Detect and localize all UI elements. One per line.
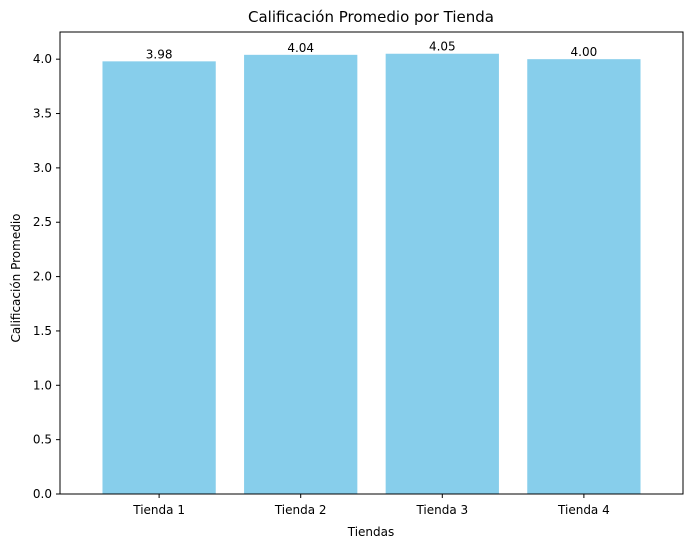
y-tick-label: 1.0 [33,378,52,392]
y-tick-label: 1.5 [33,324,52,338]
y-axis-label: Calificación Promedio [9,213,23,342]
data-label-2: 4.04 [287,41,314,55]
y-tick-label: 4.0 [33,52,52,66]
x-tick-label: Tienda 4 [557,503,610,517]
y-tick-label: 0.0 [33,487,52,501]
data-label-4: 4.00 [571,45,598,59]
data-label-3: 4.05 [429,40,456,54]
bar-3 [385,53,499,495]
y-tick-label: 0.5 [33,433,52,447]
x-tick-label: Tienda 1 [132,503,185,517]
bar-1 [102,61,216,494]
plot-area: 3.98 4.04 4.05 4.00 0.0 0.5 1.0 1.5 2.0 2.5 3.0 3.5… [33,31,684,517]
x-tick-label: Tienda 2 [274,503,327,517]
chart-title: Calificación Promedio por Tienda [248,8,494,26]
x-tick-label: Tienda 3 [415,503,468,517]
bar-4 [527,59,641,495]
y-tick-label: 2.5 [33,215,52,229]
y-tick-label: 3.0 [33,161,52,175]
bar-2 [244,54,358,494]
y-tick-label: 2.0 [33,270,52,284]
y-tick-label: 3.5 [33,107,52,121]
x-axis-label: Tiendas [347,525,395,539]
data-label-1: 3.98 [146,47,173,61]
axes-frame [59,31,684,495]
